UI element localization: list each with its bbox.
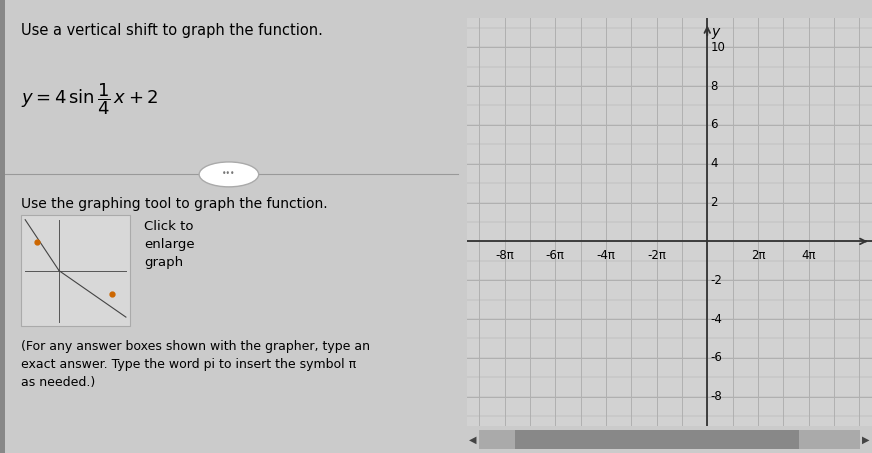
Text: ▶: ▶ — [862, 434, 869, 444]
Text: Use the graphing tool to graph the function.: Use the graphing tool to graph the funct… — [21, 197, 327, 211]
Text: -8π: -8π — [495, 249, 514, 262]
Bar — [515, 430, 799, 449]
Text: -8: -8 — [711, 390, 722, 403]
Text: $y = 4\,\mathrm{sin}\,\dfrac{1}{4}\,x + 2$: $y = 4\,\mathrm{sin}\,\dfrac{1}{4}\,x + … — [21, 82, 158, 117]
Text: y: y — [711, 25, 719, 39]
Text: Click to
enlarge
graph: Click to enlarge graph — [144, 220, 194, 269]
Text: 6: 6 — [711, 118, 718, 131]
Text: 8: 8 — [711, 80, 718, 92]
Bar — [0, 0, 5, 453]
Text: -2π: -2π — [647, 249, 666, 262]
Text: 4: 4 — [711, 157, 718, 170]
Text: -6: -6 — [711, 352, 722, 364]
Text: ◀: ◀ — [469, 434, 476, 444]
Text: 2π: 2π — [751, 249, 766, 262]
Text: (For any answer boxes shown with the grapher, type an
exact answer. Type the wor: (For any answer boxes shown with the gra… — [21, 340, 370, 389]
Text: •••: ••• — [222, 169, 235, 178]
Text: -6π: -6π — [546, 249, 565, 262]
Ellipse shape — [199, 162, 259, 187]
Text: 10: 10 — [711, 41, 726, 54]
Text: -2: -2 — [711, 274, 722, 287]
Text: -4π: -4π — [596, 249, 616, 262]
Text: -4: -4 — [711, 313, 722, 326]
Bar — [479, 430, 860, 449]
Bar — [21, 215, 131, 326]
Text: 2: 2 — [711, 196, 718, 209]
Text: Use a vertical shift to graph the function.: Use a vertical shift to graph the functi… — [21, 23, 323, 38]
Text: 4π: 4π — [801, 249, 816, 262]
